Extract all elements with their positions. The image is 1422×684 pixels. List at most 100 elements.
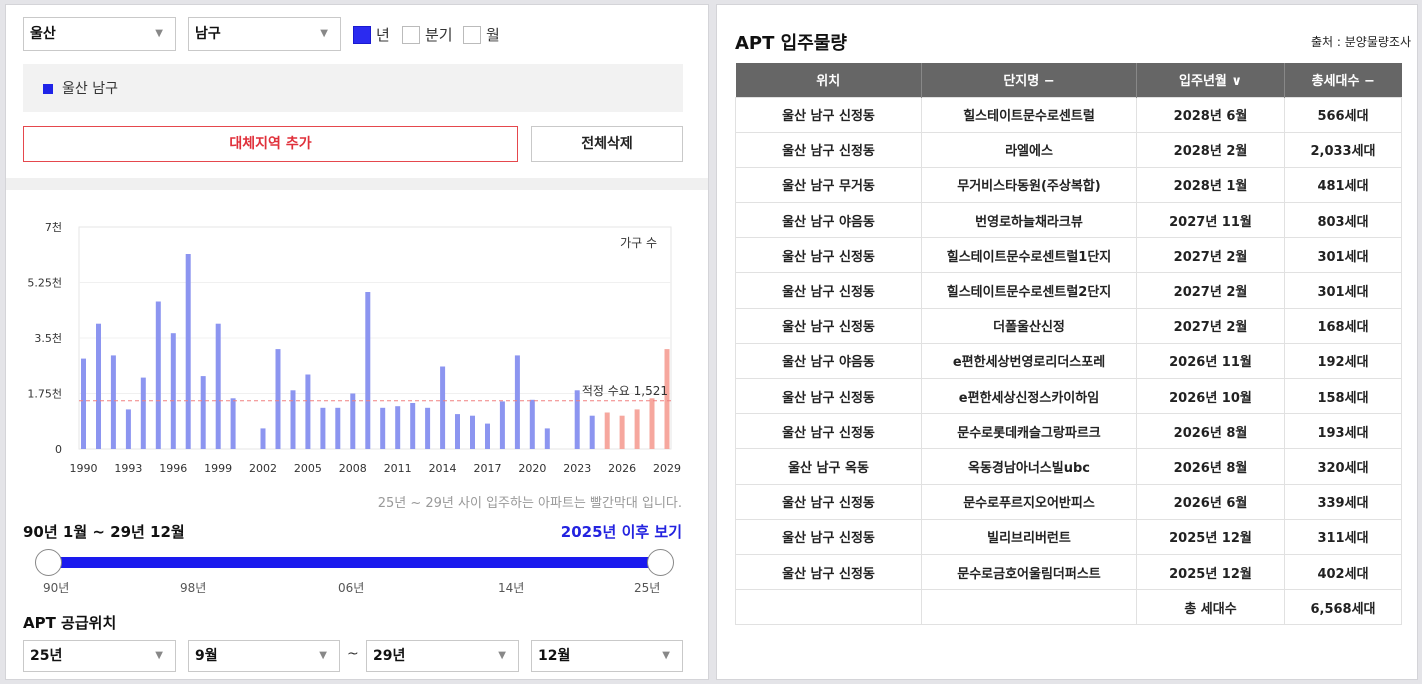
bar-2004[interactable] xyxy=(290,390,296,449)
bar-2017[interactable] xyxy=(485,423,490,449)
district-select-value: 남구 xyxy=(195,26,221,42)
range-slider-start-handle[interactable] xyxy=(35,549,62,576)
bar-2007[interactable] xyxy=(335,407,341,449)
cell-location: 울산 남구 신정동 xyxy=(735,307,922,344)
table-row[interactable]: 울산 남구 옥동 옥동경남아너스빌ubc 2026년 8월 320세대 xyxy=(735,448,1402,485)
to-year-select[interactable]: 29년 ▼ xyxy=(366,640,519,672)
bar-2019[interactable] xyxy=(514,355,520,449)
bar-1993[interactable] xyxy=(125,409,131,449)
bar-1992[interactable] xyxy=(110,355,116,449)
from-year-select[interactable]: 25년 ▼ xyxy=(23,640,176,672)
cell-complex: 문수로푸르지오어반피스 xyxy=(921,483,1137,520)
region-select[interactable]: 울산 ▼ xyxy=(23,17,176,51)
table-row[interactable]: 울산 남구 무거동 무거비스타동원(주상복합) 2028년 1월 481세대 xyxy=(735,166,1402,204)
bar-1995[interactable] xyxy=(155,301,161,450)
add-region-button[interactable]: 대체지역 추가 xyxy=(23,126,518,162)
bar-2006[interactable] xyxy=(320,407,326,449)
bar-1991[interactable] xyxy=(96,323,101,449)
clear-all-button[interactable]: 전체삭제 xyxy=(531,126,683,162)
bar-2020[interactable] xyxy=(529,399,535,449)
cell-move-in: 2026년 8월 xyxy=(1136,448,1285,485)
bar-1998[interactable] xyxy=(200,376,206,449)
bar-1999[interactable] xyxy=(215,323,221,449)
cell-location: 울산 남구 신정동 xyxy=(735,483,922,520)
table-row[interactable]: 울산 남구 신정동 힐스테이트문수로센트럴 2028년 6월 566세대 xyxy=(735,96,1402,133)
district-select[interactable]: 남구 ▼ xyxy=(188,17,341,51)
bar-2005[interactable] xyxy=(305,374,311,450)
bar-2018[interactable] xyxy=(499,401,505,449)
bar-2023[interactable] xyxy=(574,390,580,449)
table-row[interactable]: 울산 남구 야음동 e편한세상번영로리더스포레 2026년 11월 192세대 xyxy=(735,342,1402,380)
bar-2029[interactable] xyxy=(664,349,670,449)
bar-2016[interactable] xyxy=(470,415,475,449)
column-header-location[interactable]: 위치 xyxy=(735,63,922,97)
cell-units: 311세대 xyxy=(1284,518,1402,555)
table-row[interactable]: 울산 남구 신정동 힐스테이트문수로센트럴2단지 2027년 2월 301세대 xyxy=(735,272,1402,309)
table-row[interactable]: 울산 남구 신정동 더폴울산신정 2027년 2월 168세대 xyxy=(735,307,1402,344)
table-row[interactable]: 울산 남구 신정동 문수로푸르지오어반피스 2026년 6월 339세대 xyxy=(735,483,1402,520)
bar-2025[interactable] xyxy=(604,412,610,450)
cell-complex: 무거비스타동원(주상복합) xyxy=(921,166,1137,204)
cell-units: 481세대 xyxy=(1284,166,1402,204)
period-year-checkbox[interactable]: 년 xyxy=(353,24,390,45)
bar-1997[interactable] xyxy=(185,254,191,449)
bar-2026[interactable] xyxy=(619,415,625,449)
bar-2000[interactable] xyxy=(230,398,236,449)
from-month-select[interactable]: 9월 ▼ xyxy=(188,640,340,672)
table-row[interactable]: 울산 남구 신정동 빌리브리버런트 2025년 12월 311세대 xyxy=(735,518,1402,555)
bar-1996[interactable] xyxy=(170,333,176,449)
cell-complex: e편한세상번영로리더스포레 xyxy=(921,342,1137,380)
bar-2008[interactable] xyxy=(350,393,356,450)
table-row[interactable]: 울산 남구 야음동 번영로하늘채라크뷰 2027년 11월 803세대 xyxy=(735,202,1402,239)
bar-1990[interactable] xyxy=(81,358,86,449)
cell-move-in: 2026년 11월 xyxy=(1136,342,1285,380)
period-quarter-checkbox[interactable]: 분기 xyxy=(402,24,453,45)
cell-location: 울산 남구 신정동 xyxy=(735,377,922,415)
bar-2010[interactable] xyxy=(380,407,386,449)
column-header-complex[interactable]: 단지명 − xyxy=(921,63,1137,97)
bar-2024[interactable] xyxy=(589,415,595,449)
cell-move-in: 2028년 6월 xyxy=(1136,96,1285,133)
table-row[interactable]: 울산 남구 신정동 라엘에스 2028년 2월 2,033세대 xyxy=(735,131,1402,168)
cell-units: 158세대 xyxy=(1284,377,1402,415)
chevron-down-icon: ▼ xyxy=(319,650,327,661)
column-header-move-in[interactable]: 입주년월 ∨ xyxy=(1136,63,1285,97)
bar-2014[interactable] xyxy=(440,366,446,450)
after-2025-link[interactable]: 2025년 이후 보기 xyxy=(560,523,682,541)
x-tick-label: 2008 xyxy=(339,462,367,475)
bar-2027[interactable] xyxy=(634,409,640,449)
cell-location: 울산 남구 신정동 xyxy=(735,518,922,555)
y-tick-label: 3.5천 xyxy=(34,331,62,345)
cell-move-in: 2025년 12월 xyxy=(1136,518,1285,555)
cell-complex: 라엘에스 xyxy=(921,131,1137,168)
cell-location: 울산 남구 신정동 xyxy=(735,413,922,450)
x-tick-label: 1996 xyxy=(159,462,187,475)
bar-1994[interactable] xyxy=(140,377,146,449)
cell-location: 울산 남구 무거동 xyxy=(735,166,922,204)
bar-2011[interactable] xyxy=(395,406,401,449)
cell-units: 301세대 xyxy=(1284,272,1402,309)
bar-2013[interactable] xyxy=(425,407,431,449)
bar-2021[interactable] xyxy=(544,428,550,449)
period-month-checkbox[interactable]: 월 xyxy=(463,24,500,45)
bar-2002[interactable] xyxy=(260,428,266,449)
checkbox-icon xyxy=(463,25,481,44)
table-row[interactable]: 울산 남구 신정동 e편한세상신정스카이하임 2026년 10월 158세대 xyxy=(735,377,1402,415)
bar-2015[interactable] xyxy=(455,414,460,449)
bar-2012[interactable] xyxy=(410,403,416,449)
bar-2009[interactable] xyxy=(365,292,371,449)
range-slider-track[interactable] xyxy=(49,557,661,568)
bar-2003[interactable] xyxy=(275,349,281,449)
cell-complex: 더폴울산신정 xyxy=(921,307,1137,344)
table-row[interactable]: 울산 남구 신정동 문수로롯데캐슬그랑파르크 2026년 8월 193세대 xyxy=(735,413,1402,450)
cell-move-in: 2027년 2월 xyxy=(1136,237,1285,274)
to-month-select[interactable]: 12월 ▼ xyxy=(531,640,683,672)
cell-move-in: 2028년 2월 xyxy=(1136,131,1285,168)
table-row[interactable]: 울산 남구 신정동 힐스테이트문수로센트럴1단지 2027년 2월 301세대 xyxy=(735,237,1402,274)
column-header-units[interactable]: 총세대수 − xyxy=(1284,63,1402,97)
range-slider-end-handle[interactable] xyxy=(647,549,674,576)
x-tick-label: 2023 xyxy=(563,462,591,475)
chevron-down-icon: ▼ xyxy=(662,650,670,661)
table-row[interactable]: 울산 남구 신정동 문수로금호어울림더퍼스트 2025년 12월 402세대 xyxy=(735,553,1402,591)
bar-2028[interactable] xyxy=(649,398,655,449)
